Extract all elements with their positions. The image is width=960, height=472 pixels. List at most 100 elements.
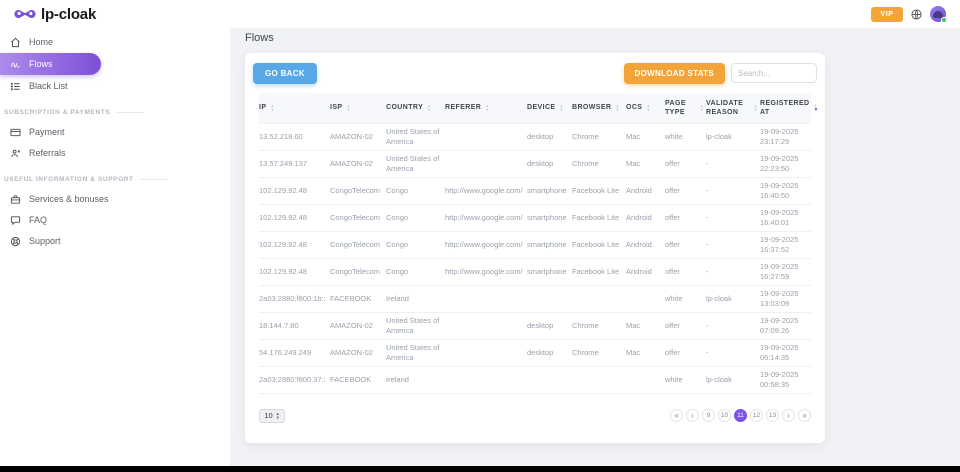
pagination-page-9[interactable]: 9 <box>702 409 715 422</box>
cell-browser: Chrome <box>572 150 626 178</box>
pagination-next-button[interactable]: › <box>782 409 795 422</box>
sidebar-item-referrals[interactable]: Referrals <box>0 143 230 163</box>
cell-ip: 13.52.218.60 <box>259 122 330 151</box>
cell-browser <box>572 366 626 394</box>
sidebar-item-support[interactable]: Support <box>0 231 230 251</box>
column-header-country[interactable]: Country ▲ ▼ <box>386 93 445 123</box>
column-label: IP <box>259 104 267 112</box>
sidebar: Home Flows Black List Subscription & paymen… <box>0 28 230 466</box>
cell-country: Ireland <box>386 285 445 313</box>
faq-icon <box>10 215 21 226</box>
logo: lp-cloak <box>14 6 96 23</box>
cell-device: desktop <box>527 150 572 178</box>
column-header-browser[interactable]: Browser ▲ ▼ <box>572 93 626 123</box>
pagination-prev-button[interactable]: ‹ <box>686 409 699 422</box>
search-input[interactable] <box>731 63 817 83</box>
column-label: OCS <box>626 104 643 112</box>
flows-table: IP ▲ ▼ ISP ▲ ▼ Country ▲ ▼ Referer ▲ ▼ Device ▲ ▼ Brows… <box>259 93 818 394</box>
column-label: Validate Reason <box>706 99 744 116</box>
sort-icon: ▲ ▼ <box>813 102 819 113</box>
cell-browser: Chrome <box>572 312 626 340</box>
header-actions: VIP <box>871 6 947 23</box>
cell-country: Congo <box>386 204 445 232</box>
payment-icon <box>10 127 21 138</box>
column-label: Referer <box>445 104 482 112</box>
cell-page_type: white <box>665 122 706 151</box>
sidebar-item-payment[interactable]: Payment <box>0 122 230 142</box>
column-header-validate_reason[interactable]: Validate Reason ▲ ▼ <box>706 93 760 123</box>
column-header-isp[interactable]: ISP ▲ ▼ <box>330 93 386 123</box>
column-header-device[interactable]: Device ▲ ▼ <box>527 93 572 123</box>
pagination-first-button[interactable]: « <box>670 409 683 422</box>
download-stats-button[interactable]: DOWNLOAD STATS <box>623 62 725 84</box>
table-header-row: IP ▲ ▼ ISP ▲ ▼ Country ▲ ▼ Referer ▲ ▼ Device ▲ ▼ Brows… <box>259 93 818 123</box>
column-header-ip[interactable]: IP ▲ ▼ <box>259 93 330 123</box>
cell-browser: Facebook Lite <box>572 177 626 205</box>
language-globe-icon[interactable] <box>911 8 922 20</box>
sidebar-section-title: Subscription & payments <box>4 109 230 116</box>
cell-registered_at: 19-09-2025 23:17:29 <box>760 122 811 151</box>
cell-browser: Chrome <box>572 339 626 367</box>
go-back-button[interactable]: GO BACK <box>253 62 317 84</box>
cell-isp: AMAZON-02 <box>330 150 386 178</box>
bottom-bar <box>0 466 960 472</box>
cell-page_type: offer <box>665 231 706 259</box>
column-label: Device <box>527 104 556 112</box>
cell-country: Congo <box>386 258 445 286</box>
table-row: 13.52.218.60 AMAZON-02 United States of Am… <box>259 122 811 151</box>
table-row: 54.176.249.249 AMAZON-02 United States of … <box>259 339 811 367</box>
cell-browser <box>572 285 626 313</box>
cell-validate_reason: lp-cloak <box>706 122 760 151</box>
column-header-registered_at[interactable]: Registered At ▲ ▼ <box>760 93 818 123</box>
pagination-page-13[interactable]: 13 <box>766 409 779 422</box>
cell-device: smartphone <box>527 231 572 259</box>
cell-validate_reason: - <box>706 258 760 286</box>
sidebar-item-services-bonuses[interactable]: Services & bonuses <box>0 189 230 209</box>
pagination-page-12[interactable]: 12 <box>750 409 763 422</box>
user-avatar[interactable] <box>930 6 947 23</box>
cell-country: United States of America <box>386 150 445 178</box>
cell-registered_at: 19-09-2025 13:03:09 <box>760 285 811 313</box>
vip-button[interactable]: VIP <box>871 6 903 22</box>
sidebar-item-flows[interactable]: Flows <box>0 53 101 75</box>
cell-ip: 102.129.92.48 <box>259 204 330 232</box>
cell-browser: Facebook Lite <box>572 258 626 286</box>
column-label: Registered At <box>760 99 810 116</box>
cell-device: desktop <box>527 339 572 367</box>
flows-card: GO BACK DOWNLOAD STATS IP▲▼ISP▲▼Country▲… <box>245 53 825 443</box>
sidebar-item-black-list[interactable]: Black List <box>0 76 230 96</box>
column-header-ocs[interactable]: OCS ▲ ▼ <box>626 93 665 123</box>
sidebar-item-home[interactable]: Home <box>0 32 230 52</box>
pagination-last-button[interactable]: » <box>798 409 811 422</box>
table-row: 2a03:2880:f800:37:: FACEBOOK Ireland white l… <box>259 366 811 394</box>
cell-ocs: Android <box>626 231 665 259</box>
toolbar: GO BACK DOWNLOAD STATS <box>245 53 825 93</box>
column-header-referer[interactable]: Referer ▲ ▼ <box>445 93 527 123</box>
cell-isp: AMAZON-02 <box>330 339 386 367</box>
referrals-icon <box>10 148 21 159</box>
cell-registered_at: 19-09-2025 06:14:35 <box>760 339 811 367</box>
cell-page_type: offer <box>665 177 706 205</box>
cell-country: United States of America <box>386 122 445 151</box>
cell-referer: http://www.google.com/ <box>445 204 527 232</box>
sidebar-item-label: Support <box>29 236 61 246</box>
blacklist-icon <box>10 81 21 92</box>
cell-validate_reason: lp-cloak <box>706 366 760 394</box>
table-row: 102.129.92.48 CongoTelecom Congo http://www… <box>259 258 811 286</box>
sidebar-section-title: Useful information & support <box>4 176 230 183</box>
cell-validate_reason: - <box>706 177 760 205</box>
sidebar-item-label: Referrals <box>29 148 66 158</box>
sidebar-item-faq[interactable]: FAQ <box>0 210 230 230</box>
cell-registered_at: 19-09-2025 16:40:01 <box>760 204 811 232</box>
pagination-page-11[interactable]: 11 <box>734 409 747 422</box>
avatar-image <box>933 11 943 18</box>
column-header-page_type[interactable]: Page Type ▲ ▼ <box>665 93 706 123</box>
page-size-select[interactable]: 10 ▲ ▼ <box>259 408 285 423</box>
sidebar-item-label: Home <box>29 37 54 47</box>
cell-isp: FACEBOOK <box>330 366 386 394</box>
cell-referer <box>445 366 527 394</box>
sidebar-item-label: Black List <box>29 81 68 91</box>
cell-registered_at: 19-09-2025 00:58:35 <box>760 366 811 394</box>
pagination-page-10[interactable]: 10 <box>718 409 731 422</box>
cell-country: United States of America <box>386 339 445 367</box>
